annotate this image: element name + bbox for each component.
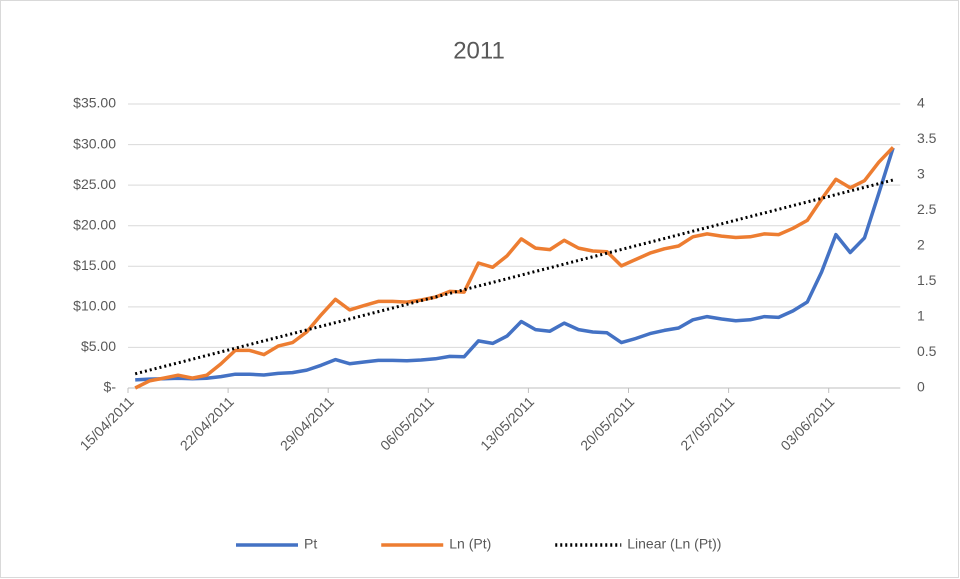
- y2-tick-label: 0.5: [917, 343, 937, 359]
- chart-title: 2011: [453, 37, 505, 64]
- y2-tick-label: 3: [917, 166, 925, 182]
- y-tick-label: $25.00: [73, 176, 116, 192]
- data-line: [134, 146, 895, 390]
- y2-tick-label: 3.5: [917, 130, 937, 146]
- legend-label: Linear (Ln (Pt)): [627, 536, 721, 552]
- legend-label: Ln (Pt): [449, 536, 491, 552]
- y2-tick-label: 0: [917, 379, 925, 395]
- y2-tick-label: 4: [917, 95, 925, 111]
- legend-label: Pt: [304, 536, 317, 552]
- y-tick-label: $20.00: [73, 216, 116, 232]
- y-tick-label: $5.00: [81, 338, 116, 354]
- y2-tick-label: 2: [917, 237, 925, 253]
- y-tick-label: $10.00: [73, 298, 116, 314]
- data-line: [135, 147, 895, 382]
- y-tick-label: $35.00: [73, 95, 116, 111]
- y-tick-label: $-: [104, 379, 117, 395]
- y2-tick-label: 2.5: [917, 201, 937, 217]
- y2-tick-label: 1: [917, 308, 925, 324]
- y-tick-label: $30.00: [73, 135, 116, 151]
- trend-line: [134, 178, 894, 376]
- y2-tick-label: 1.5: [917, 272, 937, 288]
- y-tick-label: $15.00: [73, 257, 116, 273]
